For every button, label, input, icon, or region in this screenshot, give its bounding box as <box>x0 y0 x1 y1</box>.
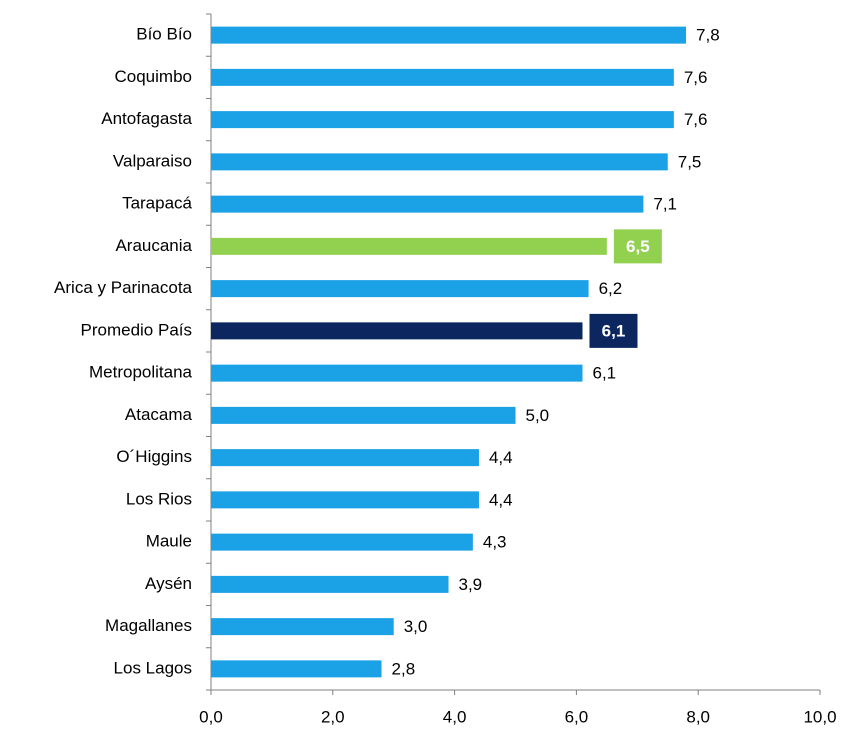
value-label: 6,1 <box>592 364 616 383</box>
x-tick-label: 6,0 <box>565 707 589 726</box>
bar <box>211 491 479 509</box>
bar <box>211 153 668 171</box>
bar <box>211 618 394 636</box>
x-tick-label: 2,0 <box>321 707 345 726</box>
bar <box>211 237 607 255</box>
category-label: O´Higgins <box>116 447 192 466</box>
value-label: 4,3 <box>483 533 507 552</box>
category-label: Tarapacá <box>122 194 192 213</box>
value-label: 4,4 <box>489 490 513 509</box>
value-label: 6,5 <box>626 237 650 256</box>
category-label: Antofagasta <box>101 109 192 128</box>
category-label: Metropolitana <box>89 363 193 382</box>
value-label: 3,0 <box>404 617 428 636</box>
bar <box>211 449 479 467</box>
bar <box>211 660 382 678</box>
bar <box>211 111 674 129</box>
value-label: 5,0 <box>526 406 550 425</box>
category-label: Maule <box>146 532 192 551</box>
x-tick-label: 0,0 <box>199 707 223 726</box>
bar <box>211 575 449 593</box>
category-label: Coquimbo <box>115 67 193 86</box>
category-label: Bío Bío <box>136 25 192 44</box>
value-label: 7,8 <box>696 26 720 45</box>
category-label: Valparaiso <box>113 151 192 170</box>
value-label: 7,6 <box>684 110 708 129</box>
value-label: 6,1 <box>602 321 626 340</box>
category-label: Magallanes <box>105 616 192 635</box>
bar <box>211 26 687 44</box>
category-label: Promedio País <box>81 320 193 339</box>
bar <box>211 280 589 298</box>
value-label: 7,5 <box>678 152 702 171</box>
x-tick-label: 8,0 <box>686 707 710 726</box>
value-label: 4,4 <box>489 448 513 467</box>
bar <box>211 195 644 213</box>
bar <box>211 364 583 382</box>
category-label: Arica y Parinacota <box>54 278 192 297</box>
value-label: 3,9 <box>459 575 483 594</box>
value-label-box <box>589 313 638 348</box>
value-label: 2,8 <box>392 659 416 678</box>
category-label: Los Lagos <box>114 658 192 677</box>
value-label: 7,1 <box>653 195 677 214</box>
category-label: Araucania <box>115 236 192 255</box>
bar <box>211 406 516 424</box>
value-label: 6,2 <box>599 279 623 298</box>
category-label: Atacama <box>125 405 193 424</box>
bar <box>211 68 674 86</box>
x-tick-label: 10,0 <box>803 707 836 726</box>
value-label: 7,6 <box>684 68 708 87</box>
bar <box>211 322 583 340</box>
category-label: Los Rios <box>126 489 192 508</box>
value-label-box <box>613 229 662 264</box>
x-tick-label: 4,0 <box>443 707 467 726</box>
category-label: Aysén <box>145 574 192 593</box>
bar <box>211 533 473 551</box>
